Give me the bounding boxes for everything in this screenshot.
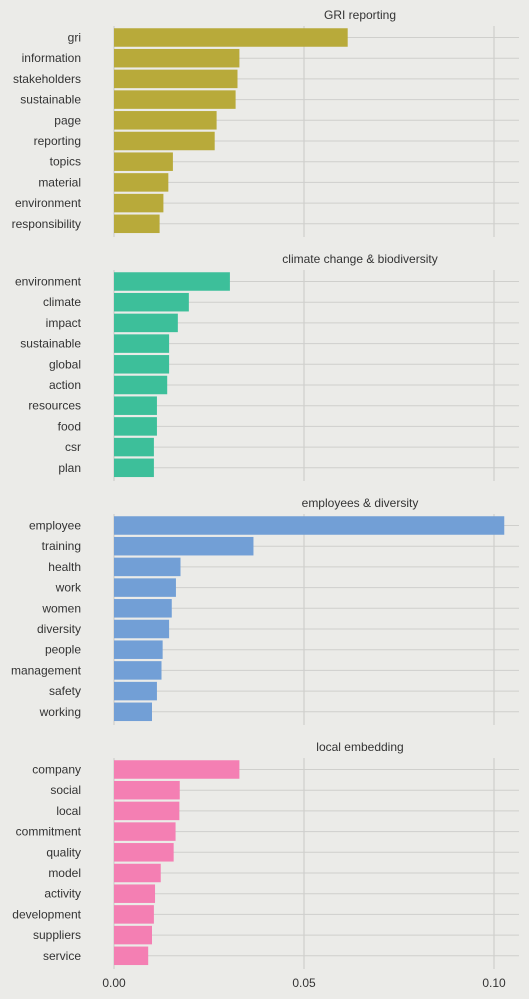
category-label: action [49, 378, 81, 392]
facet-title: GRI reporting [324, 8, 396, 22]
x-tick-label: 0.05 [292, 976, 316, 990]
bar-sustainable [114, 334, 170, 353]
bar-safety [114, 681, 157, 701]
bar-climate [114, 292, 189, 312]
category-label: commitment [16, 825, 82, 839]
category-label: activity [44, 887, 81, 901]
category-label: training [42, 539, 81, 553]
bar-information [114, 48, 240, 68]
bar-health [114, 557, 181, 577]
category-label: stakeholders [13, 72, 81, 86]
bar-suppliers [114, 925, 152, 945]
facet-title: climate change & biodiversity [282, 252, 437, 266]
bar-gri [114, 28, 348, 47]
category-label: reporting [34, 134, 81, 148]
bar-reporting [114, 131, 215, 151]
category-label: csr [65, 440, 81, 454]
category-label: climate [43, 295, 81, 309]
category-label: model [48, 866, 81, 880]
category-label: company [32, 763, 81, 777]
bar-women [114, 599, 172, 618]
bar-food [114, 417, 157, 436]
category-label: resources [28, 399, 81, 413]
category-label: working [39, 705, 81, 719]
bar-quality [114, 843, 174, 862]
category-label: social [50, 783, 81, 797]
x-tick-label: 0.00 [102, 976, 126, 990]
bar-topics [114, 152, 173, 171]
category-label: work [55, 581, 82, 595]
category-label: suppliers [33, 928, 81, 942]
bar-model [114, 863, 161, 883]
bar-employee [114, 516, 505, 535]
category-label: employee [29, 519, 81, 533]
category-label: women [41, 601, 81, 615]
bar-people [114, 640, 163, 659]
category-label: sustainable [20, 337, 81, 351]
bar-local [114, 801, 180, 821]
bar-training [114, 536, 254, 556]
bar-sustainable [114, 90, 236, 109]
bar-environment [114, 272, 230, 291]
bar-management [114, 661, 162, 680]
bar-responsibility [114, 214, 160, 234]
facet-title: local embedding [316, 740, 403, 754]
category-label: topics [50, 155, 81, 169]
x-tick-label: 0.10 [482, 976, 506, 990]
category-label: plan [58, 461, 81, 475]
category-label: global [49, 357, 81, 371]
bar-working [114, 702, 152, 722]
category-label: service [43, 949, 81, 963]
category-label: safety [49, 684, 81, 698]
bar-material [114, 173, 169, 192]
bar-activity [114, 884, 156, 903]
category-label: sustainable [20, 93, 81, 107]
category-label: development [12, 907, 81, 921]
category-label: local [56, 804, 81, 818]
category-label: diversity [37, 622, 81, 636]
category-label: environment [15, 196, 82, 210]
bar-environment [114, 193, 164, 213]
category-label: quality [46, 845, 81, 859]
bar-resources [114, 396, 157, 415]
category-label: impact [46, 316, 82, 330]
bar-plan [114, 458, 154, 478]
category-label: environment [15, 275, 82, 289]
category-label: material [38, 175, 81, 189]
bar-company [114, 760, 240, 779]
bar-commitment [114, 822, 176, 841]
bar-service [114, 946, 149, 966]
category-label: management [11, 663, 82, 677]
category-label: responsibility [12, 217, 81, 231]
facet-title: employees & diversity [302, 496, 419, 510]
category-label: information [22, 51, 81, 65]
category-label: food [58, 419, 81, 433]
bar-stakeholders [114, 69, 238, 89]
bar-diversity [114, 619, 170, 639]
bar-impact [114, 313, 178, 333]
bar-social [114, 780, 180, 800]
bar-global [114, 355, 170, 374]
category-label: health [48, 560, 81, 574]
bar-work [114, 578, 176, 597]
category-label: gri [68, 31, 81, 45]
bar-csr [114, 437, 154, 457]
category-label: people [45, 643, 81, 657]
category-label: page [54, 113, 81, 127]
bar-action [114, 375, 168, 395]
bar-development [114, 905, 154, 924]
bar-page [114, 111, 217, 130]
